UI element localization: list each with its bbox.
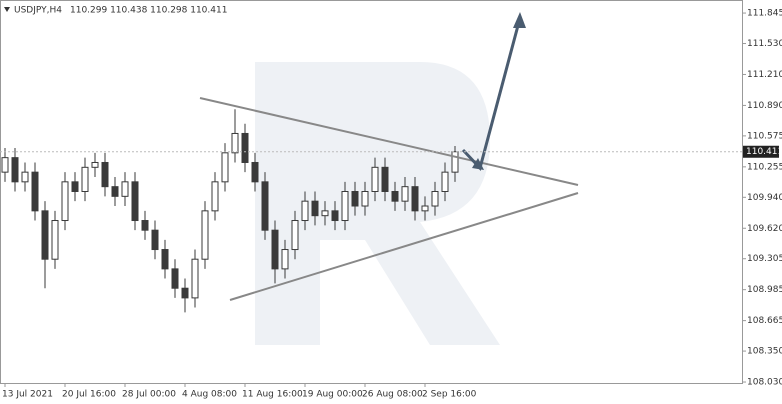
candle-body [21,171,29,183]
candle-body [341,191,349,222]
y-tick-label: 108.665 [747,316,782,326]
candle-body [71,181,79,192]
last-price-label: 110.411 [746,147,782,157]
y-tick-label: 108.985 [747,285,782,295]
arrow-head [513,12,526,28]
candle-body [301,200,309,222]
candle-body [201,210,209,260]
y-tick-label: 109.940 [747,193,782,203]
y-tick-label: 109.305 [747,254,782,264]
candle-body [311,200,319,217]
symbol: USDJPY,H4 [14,6,62,16]
candle-body [411,186,419,212]
candle-body [161,249,169,270]
candle-body [111,186,119,197]
candle-body [221,152,229,183]
y-tick-label: 110.575 [747,131,782,141]
triangle-upper [199,97,579,186]
candle-body [81,166,89,193]
y-tick-label: 109.620 [747,224,782,234]
candle-body [101,161,109,188]
marks [1,109,459,313]
triangle-lower [229,192,579,301]
x-tick-label: 2 Sep 16:00 [422,390,477,400]
x-tick-label: 20 Jul 16:00 [62,390,116,400]
candle-body [241,132,249,163]
y-tick-label: 111.845 [747,9,782,19]
last-price-box [743,145,779,158]
x-tick-label: 4 Aug 08:00 [182,390,237,400]
candle-body [331,210,339,222]
candle-body [91,161,99,168]
candle-body [451,151,459,173]
candle-body [421,205,429,212]
x-tick-label: 26 Aug 08:00 [362,390,423,400]
y-tick-label: 110.890 [747,101,782,111]
candle-body [1,157,9,173]
x-tick-label: 19 Aug 00:00 [302,390,363,400]
candle-body [51,220,59,260]
candle-body [211,181,219,212]
candle-body [351,191,359,207]
menu-icon[interactable] [4,7,10,12]
candle-body [401,186,409,202]
candle-body [281,249,289,270]
candle-body [151,229,159,251]
candle-body [171,268,179,289]
candle-body [31,171,39,212]
candle-body [121,181,129,197]
candle-body [251,161,259,183]
x-tick-label: 13 Jul 2021 [2,390,53,400]
candle-body [291,220,299,251]
candle-body [231,132,239,154]
candle-body [261,181,269,231]
candle-body [381,166,389,193]
candle-body [361,191,369,207]
candle-body [181,287,189,299]
y-tick-label: 110.255 [747,162,782,172]
candle-body [141,220,149,231]
y-tick-label: 111.530 [747,39,782,49]
arrow-head [472,158,484,170]
candle-body [431,191,439,207]
candle-body [41,210,49,260]
candle-body [321,210,329,217]
ohlc: 110.299 110.438 110.298 110.411 [70,6,227,16]
candle-body [271,229,279,270]
candle-body [191,258,199,299]
y-tick-label: 111.210 [747,70,782,80]
x-tick-label: 28 Jul 00:00 [122,390,176,400]
x-tick-label: 11 Aug 16:00 [242,390,303,400]
candle-body [391,191,399,202]
candle-body [371,166,379,193]
candle-body [61,181,69,222]
candle-body [441,171,449,193]
candle-body [11,157,19,183]
y-tick-label: 108.350 [747,347,782,357]
candle-body [131,181,139,222]
y-tick-label: 108.030 [747,378,782,388]
